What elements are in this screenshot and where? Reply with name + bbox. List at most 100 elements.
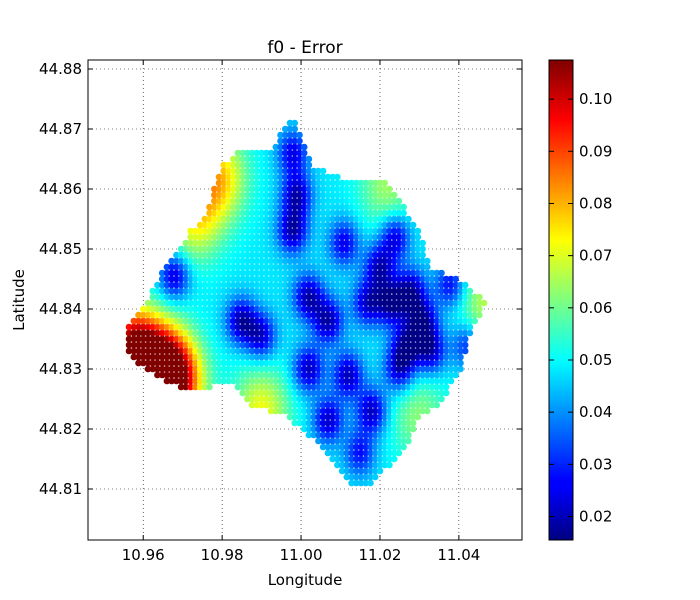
- data-point: [433, 323, 441, 331]
- data-point: [215, 281, 223, 289]
- data-point: [428, 389, 436, 397]
- data-point: [390, 371, 398, 379]
- data-point: [253, 347, 261, 355]
- data-point: [300, 167, 308, 175]
- data-point: [371, 461, 379, 469]
- data-point: [376, 209, 384, 217]
- data-point: [258, 371, 265, 379]
- data-point: [248, 365, 256, 373]
- data-point: [187, 263, 194, 271]
- data-point: [452, 353, 460, 361]
- data-point: [263, 179, 270, 187]
- data-point: [253, 311, 261, 319]
- data-point: [447, 275, 455, 283]
- data-point: [438, 395, 445, 403]
- data-point: [367, 263, 374, 271]
- data-point: [272, 209, 280, 217]
- data-point: [405, 365, 412, 373]
- data-point: [343, 425, 351, 433]
- data-point: [390, 215, 398, 223]
- data-point: [239, 335, 246, 343]
- data-point: [229, 179, 237, 187]
- data-point: [419, 347, 426, 355]
- data-point: [428, 275, 436, 283]
- data-point: [282, 287, 289, 295]
- data-point: [234, 185, 242, 193]
- data-point: [334, 359, 341, 367]
- data-point: [244, 209, 251, 217]
- data-point: [244, 371, 251, 379]
- data-point: [225, 191, 232, 199]
- data-point: [277, 389, 284, 397]
- data-point: [229, 341, 237, 349]
- data-point: [234, 353, 242, 361]
- data-point: [348, 413, 355, 421]
- data-point: [220, 281, 227, 289]
- data-point: [357, 239, 365, 247]
- data-point: [461, 329, 469, 337]
- data-point: [367, 377, 374, 385]
- data-point: [315, 251, 322, 259]
- data-point: [244, 293, 251, 301]
- data-point: [211, 275, 218, 283]
- data-point: [286, 353, 294, 361]
- data-point: [405, 317, 412, 325]
- data-point: [220, 377, 227, 385]
- data-point: [395, 449, 403, 457]
- data-point: [362, 419, 370, 427]
- data-point: [362, 353, 370, 361]
- data-point: [234, 209, 242, 217]
- data-point: [315, 215, 322, 223]
- data-point: [367, 413, 374, 421]
- data-point: [334, 395, 341, 403]
- data-point: [324, 275, 332, 283]
- data-point: [229, 269, 237, 277]
- data-point: [296, 137, 303, 145]
- data-point: [291, 395, 299, 403]
- data-point: [362, 209, 370, 217]
- data-point: [239, 299, 246, 307]
- data-point: [192, 275, 199, 283]
- data-point: [300, 329, 308, 337]
- data-point: [381, 419, 389, 427]
- data-point: [395, 401, 403, 409]
- data-point: [405, 437, 412, 445]
- data-point: [263, 335, 270, 343]
- data-point: [419, 401, 426, 409]
- data-point: [234, 281, 242, 289]
- data-point: [395, 311, 403, 319]
- data-point: [343, 233, 351, 241]
- data-point: [338, 185, 346, 193]
- data-point: [253, 365, 261, 373]
- data-point: [154, 293, 161, 301]
- data-point: [286, 317, 294, 325]
- data-point: [300, 377, 308, 385]
- data-point: [367, 209, 374, 217]
- data-point: [338, 281, 346, 289]
- data-point: [125, 335, 133, 343]
- data-point: [154, 305, 161, 313]
- data-point: [329, 329, 336, 337]
- data-point: [244, 275, 251, 283]
- data-point: [296, 359, 303, 367]
- data-point: [386, 401, 393, 409]
- data-point: [414, 329, 422, 337]
- data-point: [409, 245, 417, 253]
- data-point: [220, 203, 227, 211]
- data-point: [476, 311, 483, 319]
- data-point: [163, 293, 171, 301]
- data-point: [253, 335, 261, 343]
- data-point: [291, 359, 299, 367]
- data-point: [315, 359, 322, 367]
- data-point: [367, 191, 374, 199]
- data-point: [154, 329, 161, 337]
- data-point: [135, 329, 142, 337]
- data-point: [319, 275, 327, 283]
- data-point: [357, 407, 365, 415]
- data-point: [286, 371, 294, 379]
- data-point: [239, 377, 246, 385]
- data-point: [196, 347, 204, 355]
- data-point: [367, 425, 374, 433]
- data-point: [414, 347, 422, 355]
- data-point: [353, 281, 360, 289]
